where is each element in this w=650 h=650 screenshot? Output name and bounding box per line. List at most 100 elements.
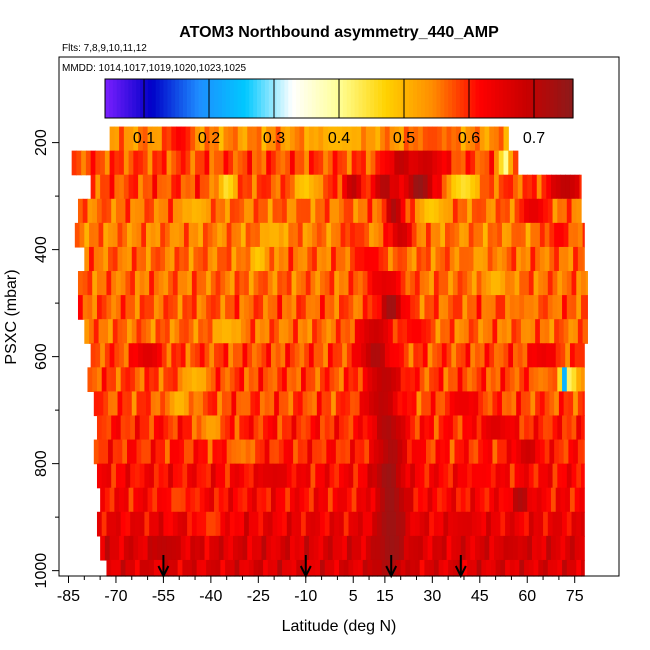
heatmap-cell (547, 198, 554, 224)
colorbar-segment (456, 79, 461, 118)
heatmap-cell (210, 559, 217, 577)
heatmap-cell (481, 511, 487, 537)
heatmap-cell (201, 415, 207, 441)
heatmap-cell (313, 535, 320, 561)
heatmap-cell (557, 295, 563, 320)
heatmap-cell (479, 174, 486, 200)
heatmap-cell (581, 511, 585, 537)
heatmap-cell (581, 463, 585, 489)
heatmap-cell (259, 391, 266, 417)
heatmap-cell (144, 511, 150, 537)
heatmap-cell (225, 559, 231, 577)
heatmap-cell (418, 487, 424, 513)
heatmap-cell (237, 535, 244, 561)
heatmap-cell (370, 535, 376, 561)
heatmap-cell (331, 319, 337, 344)
heatmap-cell (327, 487, 334, 513)
dates-label: MMDD: 1014,1017,1019,1020,1023,1025 (62, 63, 246, 74)
heatmap-cell (299, 150, 305, 176)
heatmap-cell (357, 559, 364, 577)
heatmap-cell (196, 415, 202, 441)
heatmap-cell (351, 535, 358, 561)
x-tick-label: 15 (376, 588, 394, 605)
heatmap-cell (348, 271, 354, 296)
heatmap-cell (549, 439, 555, 465)
heatmap-cell (139, 271, 146, 296)
heatmap-cell (320, 271, 326, 296)
heatmap-cell (528, 198, 535, 224)
heatmap-cell (190, 150, 196, 176)
heatmap-cell (381, 198, 388, 224)
colorbar: 0.1 0.2 0.3 0.4 0.5 0.6 0.7 (104, 78, 574, 147)
heatmap-cell (237, 150, 244, 176)
heatmap-cell (308, 535, 315, 561)
heatmap-cell (334, 463, 340, 489)
heatmap-cell (231, 246, 237, 272)
heatmap-cell (405, 511, 411, 537)
heatmap-cell (331, 246, 337, 272)
heatmap-cell (172, 198, 179, 224)
heatmap-cell (263, 295, 269, 320)
heatmap-cell (524, 559, 530, 577)
heatmap-cell (399, 343, 405, 368)
heatmap-cell (419, 367, 426, 393)
heatmap-cell (153, 463, 160, 489)
heatmap-cell (376, 367, 383, 393)
heatmap-cell (296, 271, 302, 296)
heatmap-cell (234, 295, 240, 320)
heatmap-cell (429, 367, 435, 393)
heatmap-cell (115, 198, 122, 224)
heatmap-cell (289, 150, 296, 176)
x-tick-label: 45 (471, 588, 489, 605)
heatmap-cell (386, 367, 392, 393)
heatmap-cell (576, 559, 582, 577)
heatmap-cell (337, 343, 343, 368)
heatmap-cell (487, 319, 494, 344)
heatmap-cell (339, 271, 345, 296)
heatmap-cell (120, 271, 127, 296)
heatmap-cell (359, 439, 365, 465)
heatmap-cell (525, 439, 532, 465)
heatmap-cell (248, 511, 255, 537)
heatmap-cell (555, 343, 562, 368)
heatmap-cell (139, 198, 146, 224)
heatmap-cell (554, 439, 560, 465)
heatmap-cell (141, 391, 147, 417)
heatmap-cell (486, 198, 492, 224)
heatmap-cell (533, 271, 539, 296)
heatmap-cell (259, 319, 266, 344)
heatmap-cell (302, 319, 308, 344)
heatmap-cell (449, 222, 456, 248)
heatmap-cell (370, 487, 376, 513)
heatmap-cell (514, 367, 520, 393)
heatmap-cell (372, 295, 378, 320)
heatmap-cell (286, 415, 293, 441)
heatmap-cell (312, 391, 318, 417)
heatmap-cell (109, 487, 115, 513)
heatmap-cell (437, 535, 443, 561)
heatmap-cell (264, 391, 270, 417)
heatmap-cell (460, 343, 467, 368)
heatmap-cell (163, 559, 169, 577)
heatmap-cell (119, 126, 125, 152)
heatmap-cell (191, 367, 198, 393)
heatmap-cell (234, 559, 240, 577)
heatmap-cell (96, 463, 103, 489)
heatmap-cell (131, 246, 138, 272)
heatmap-cell (421, 246, 427, 272)
heatmap-cell (286, 559, 293, 577)
heatmap-cell (307, 246, 313, 272)
heatmap-cell (566, 463, 573, 489)
colorbar-segment (444, 79, 449, 118)
heatmap-cell (433, 367, 440, 393)
heatmap-cell (291, 511, 297, 537)
heatmap-cell (215, 367, 221, 393)
heatmap-cell (452, 559, 459, 577)
heatmap-cell (280, 150, 286, 176)
heatmap-cell (380, 487, 386, 513)
heatmap-cell (421, 439, 427, 465)
heatmap-cell (236, 246, 242, 272)
heatmap-cell (332, 126, 339, 152)
heatmap-cell (266, 487, 272, 513)
heatmap-cell (394, 343, 400, 368)
